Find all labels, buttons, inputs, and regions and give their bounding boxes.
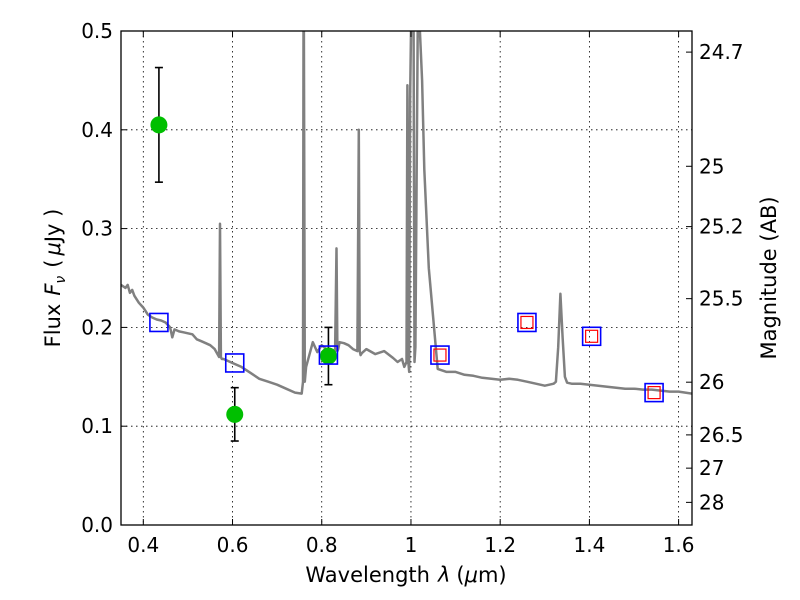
x-tick-label: 1	[405, 533, 418, 557]
observed-point	[226, 405, 244, 423]
y-tick-label: 0.5	[81, 19, 113, 43]
x-tick-label: 1.2	[484, 533, 516, 557]
model-square-small	[585, 329, 599, 343]
observed-point	[150, 116, 168, 134]
model-square-small	[647, 386, 661, 400]
mag-tick-label: 25.2	[699, 215, 744, 239]
x-tick-label: 0.8	[306, 533, 338, 557]
model-square-small	[433, 348, 447, 362]
model-square-large	[430, 345, 450, 365]
mag-tick-label: 27	[699, 456, 724, 480]
model-square-large	[517, 312, 537, 333]
model-square-small	[520, 315, 534, 330]
series-layer	[121, 31, 692, 395]
model-square-large	[581, 326, 602, 347]
model-square-large	[318, 345, 339, 365]
x-tick-label: 1.4	[573, 533, 605, 557]
y-tick-label: 0.4	[81, 118, 113, 142]
x-axis-label: Wavelength λ (μm)	[305, 563, 506, 587]
plot-frame	[120, 30, 693, 526]
y-tick-label: 0.3	[81, 217, 113, 241]
model-square-large	[224, 353, 245, 373]
x-tick-label: 0.6	[217, 533, 249, 557]
model-square-large	[644, 382, 664, 403]
y-tick-label: 0.0	[81, 513, 113, 537]
mag-tick-label: 26.5	[699, 423, 744, 447]
y-tick-label: 0.1	[81, 414, 113, 438]
mag-tick-label: 25	[699, 154, 724, 178]
x-tick-label: 0.4	[127, 533, 159, 557]
points-layer	[149, 66, 664, 442]
mag-tick-label: 26	[699, 370, 724, 394]
mag-tick-label: 25.5	[699, 287, 744, 311]
x-tick-label: 1.6	[663, 533, 695, 557]
observed-point	[319, 347, 337, 365]
ticks-layer: 0.4 0.6 0.8 1 1.2 1.4 1.6 0.0 0.1 0.2 0.3 0.4 0.5 24.…	[81, 19, 743, 557]
mag-tick-label: 24.7	[699, 40, 744, 64]
mag-tick-label: 28	[699, 490, 724, 514]
y-axis-right-label: Magnitude (AB)	[757, 196, 781, 359]
model-square-large	[149, 312, 169, 333]
y-tick-label: 0.2	[81, 315, 113, 339]
spectrum-line	[121, 31, 692, 395]
y-axis-label: FluxFν(μJy )	[41, 209, 69, 348]
